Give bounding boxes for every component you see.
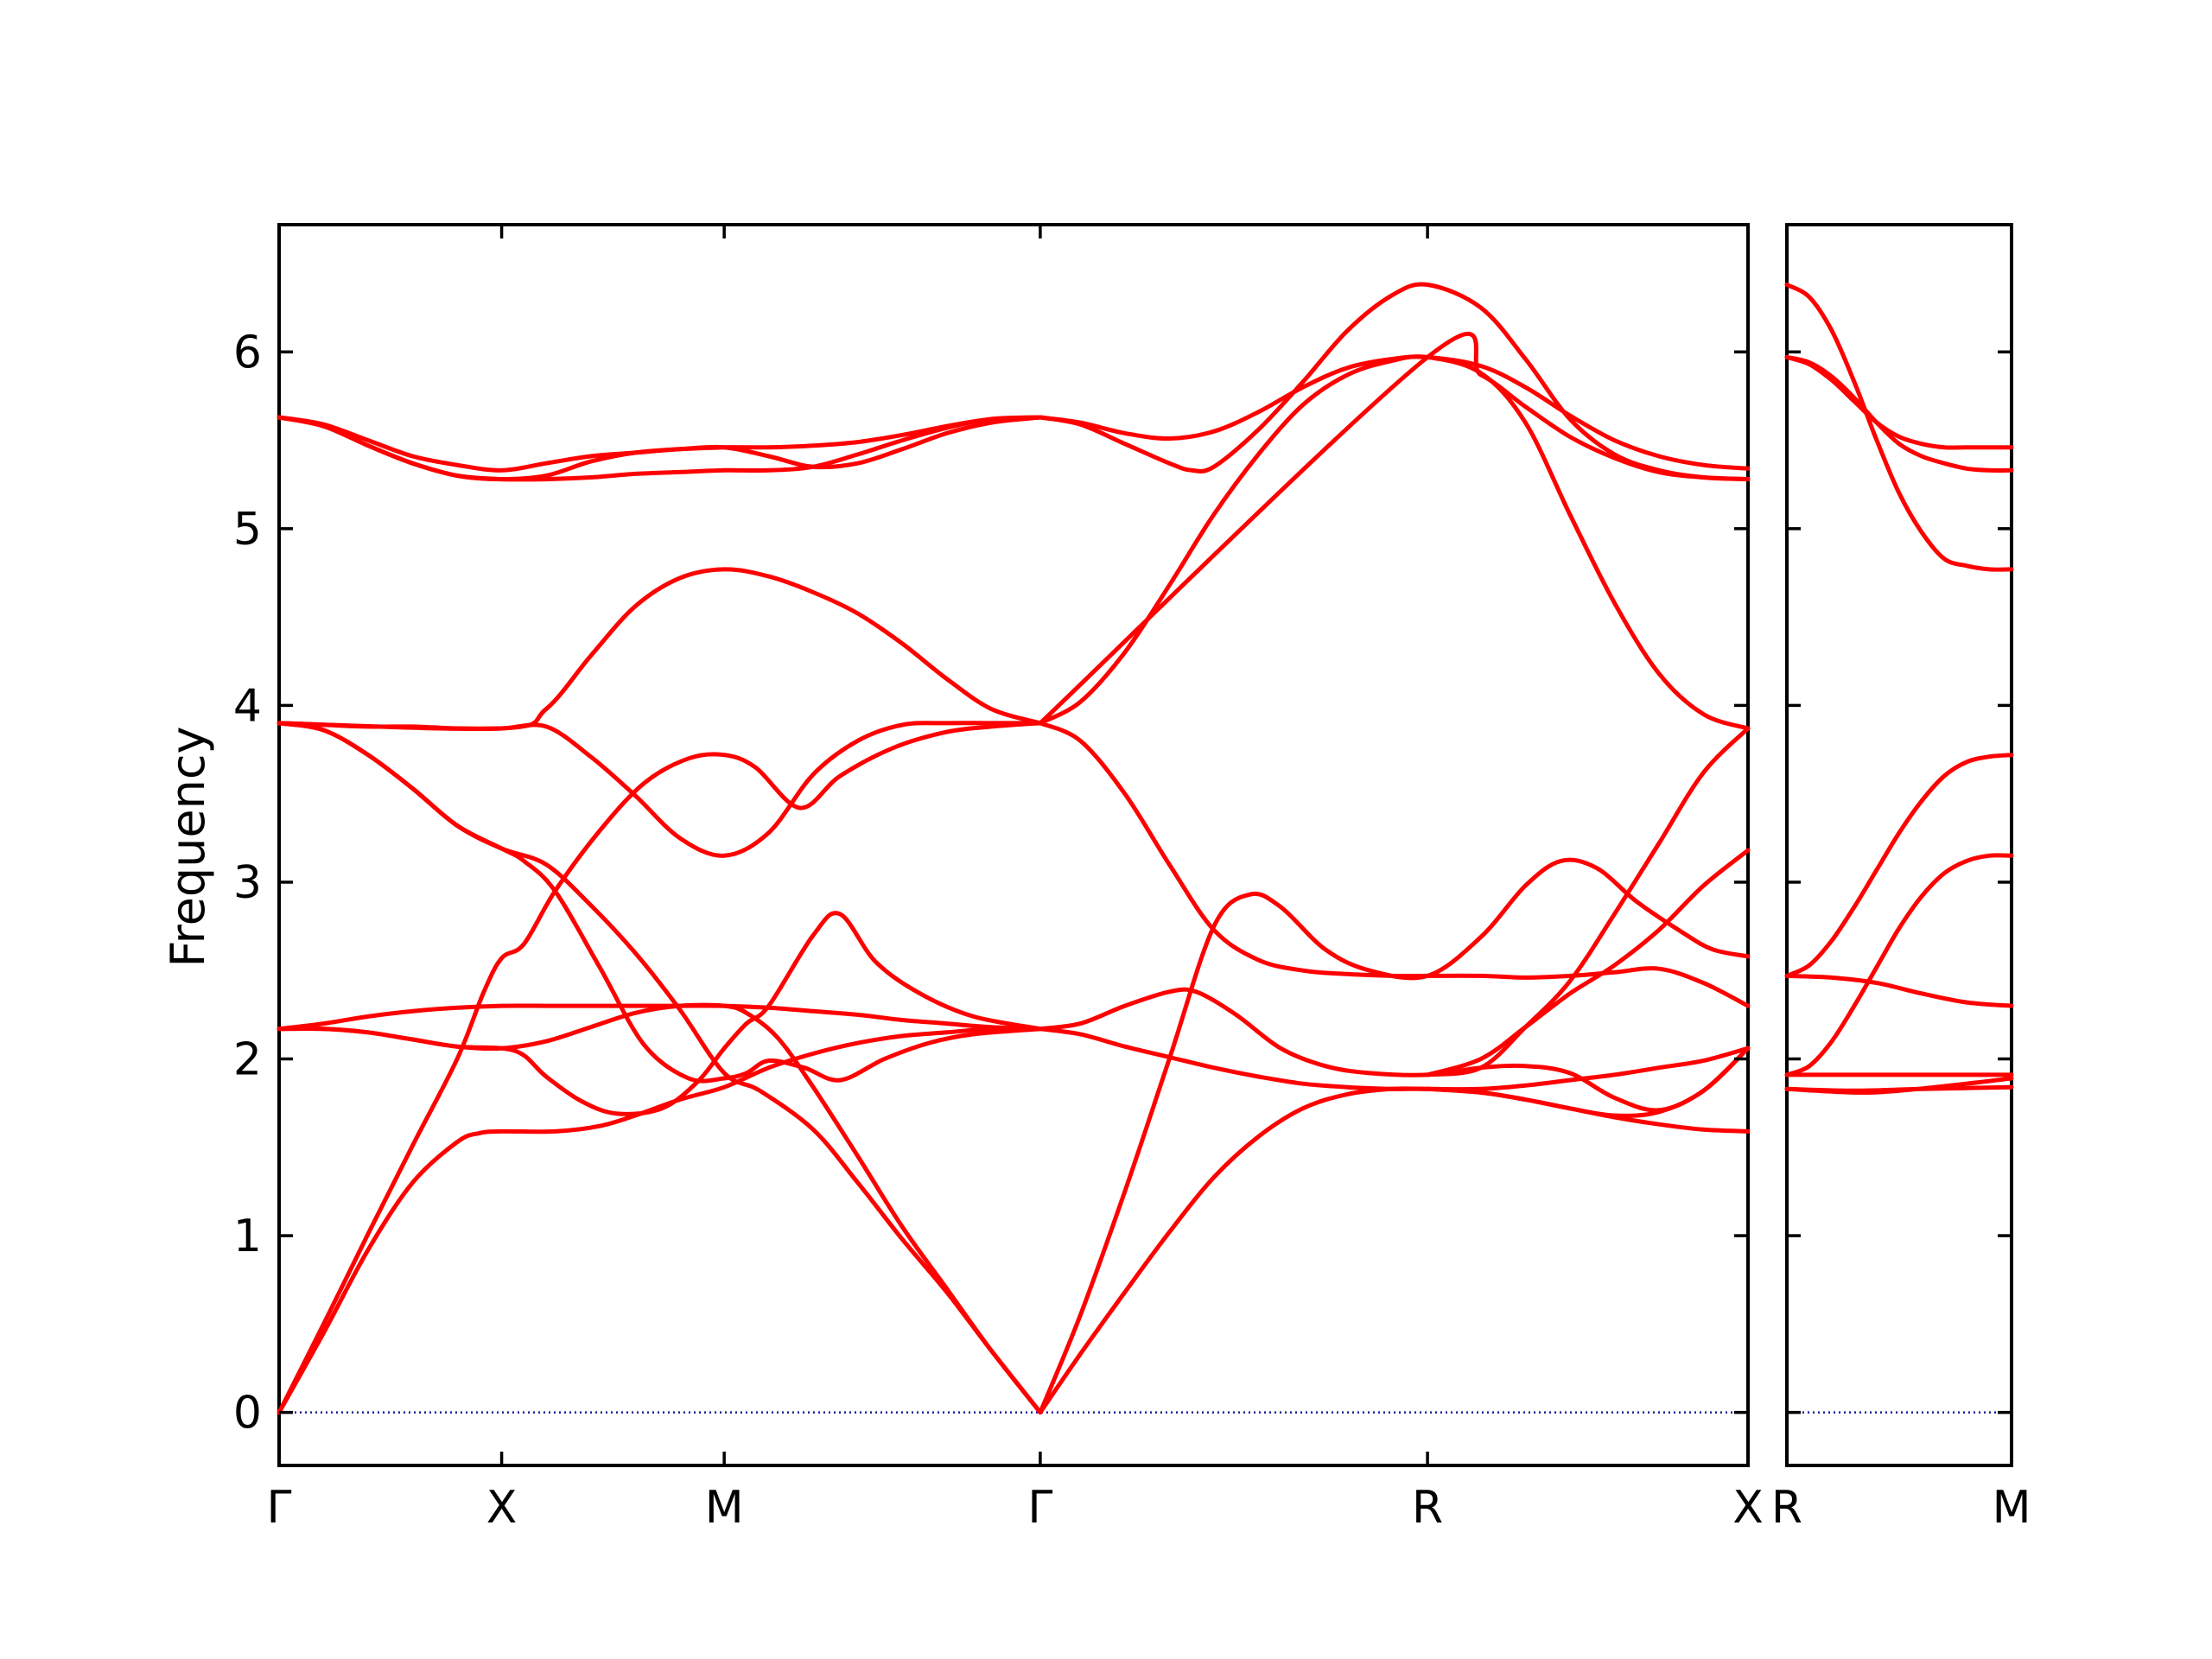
band-line-16 xyxy=(1038,332,1751,726)
x-tick-label: Γ xyxy=(1027,1482,1052,1534)
band-line-6 xyxy=(1784,973,2014,1008)
band-line-3 xyxy=(1784,354,2014,473)
band-line-2 xyxy=(276,1026,1043,1415)
y-tick-label: 1 xyxy=(233,1211,262,1262)
y-tick-label: 2 xyxy=(233,1034,262,1086)
band-line-1 xyxy=(1784,283,2014,572)
y-tick-labels: 0 1 2 3 4 5 6 xyxy=(233,327,262,1439)
band-line-9 xyxy=(276,911,1043,1116)
band-line-21 xyxy=(1038,987,1751,1113)
band-line-5 xyxy=(1784,853,2014,1077)
band-line-23 xyxy=(1425,848,1751,1077)
band-line-2 xyxy=(1784,354,2014,450)
band-line-22 xyxy=(1425,726,1751,1077)
left-panel-ticks xyxy=(277,225,1750,1465)
band-line-1 xyxy=(276,721,1043,1415)
band-line-10 xyxy=(276,415,1043,473)
band-line-3 xyxy=(276,1003,1043,1032)
right-panel-bands xyxy=(1784,283,2014,1095)
x-tick-label: M xyxy=(705,1482,744,1534)
left-panel-bands xyxy=(276,282,1751,1415)
band-line-15 xyxy=(1038,354,1751,731)
x-tick-label: R xyxy=(1771,1482,1802,1534)
x-tick-label: X xyxy=(1732,1482,1764,1534)
left-panel-frame xyxy=(277,223,1750,1467)
y-tick-label: 0 xyxy=(233,1388,262,1440)
x-tick-label: X xyxy=(486,1482,518,1534)
right-panel-frame xyxy=(1785,223,2013,1467)
band-line-14 xyxy=(1038,282,1751,482)
y-axis-label: Frequency xyxy=(161,727,215,968)
band-line-17 xyxy=(1038,721,1751,1008)
band-line-4 xyxy=(1784,753,2014,978)
band-line-6 xyxy=(276,721,1043,858)
x-tick-label: Γ xyxy=(267,1482,292,1534)
right-panel-ticks xyxy=(1785,225,2013,1465)
left-panel: 0 1 2 3 4 5 6 Γ X M Γ R X xyxy=(233,223,1764,1534)
x-tick-label: R xyxy=(1412,1482,1443,1534)
x-tick-label: M xyxy=(1993,1482,2031,1534)
band-line-12 xyxy=(276,415,1043,482)
band-line-7 xyxy=(276,567,1043,732)
band-line-24 xyxy=(1425,1046,1751,1118)
band-line-8 xyxy=(276,721,1043,1084)
band-line-5 xyxy=(276,721,1043,1415)
y-tick-label: 6 xyxy=(233,327,262,378)
band-line-18 xyxy=(1038,857,1751,1415)
y-tick-label: 4 xyxy=(233,680,262,732)
band-line-20 xyxy=(1038,1027,1751,1134)
band-line-9 xyxy=(1784,1076,2014,1095)
band-line-19 xyxy=(1038,1046,1751,1415)
y-tick-label: 5 xyxy=(233,504,262,556)
y-tick-label: 3 xyxy=(233,857,262,909)
